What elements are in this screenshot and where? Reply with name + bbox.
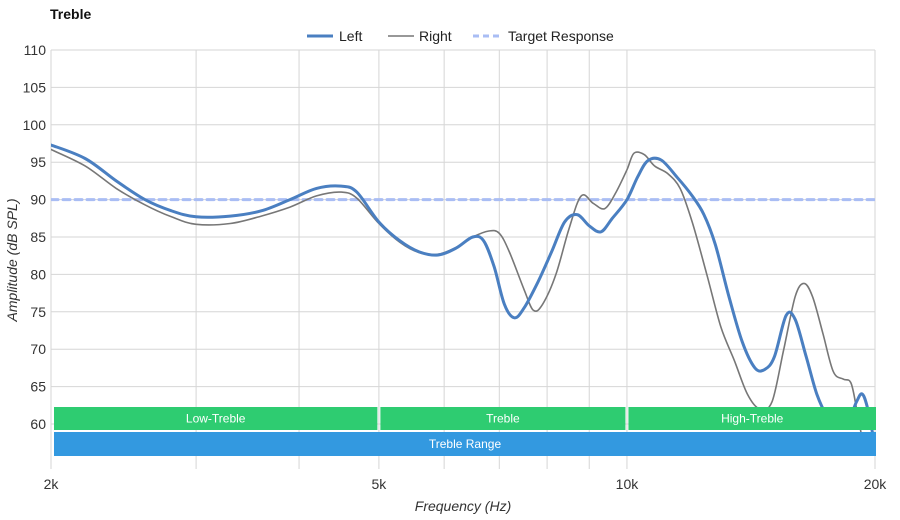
series-layer [51,143,875,456]
band-low-treble [54,407,378,430]
y-axis-ticks: 60 65 70 75 80 85 90 95 100 105 110 [23,42,47,432]
x-tick-label: 5k [372,476,388,492]
y-tick-label: 60 [30,416,46,432]
band-high-treble [628,407,876,430]
y-tick-label: 75 [30,304,46,320]
y-tick-label: 90 [30,192,46,208]
y-tick-label: 80 [30,266,46,282]
band-treble [380,407,626,430]
y-tick-label: 105 [23,79,47,95]
x-tick-label: 10k [616,476,640,492]
band-label: Treble [486,412,520,426]
y-tick-label: 70 [30,341,46,357]
series-line-right [51,148,867,456]
band-label: Treble Range [429,437,502,451]
y-tick-label: 65 [30,379,46,395]
legend: Left Right Target Response [307,28,614,44]
band-label: Low-Treble [186,412,246,426]
chart-title: Treble [50,6,91,22]
grid [50,49,876,469]
legend-label-target: Target Response [508,28,614,44]
x-tick-label: 2k [44,476,60,492]
y-tick-label: 110 [24,42,47,58]
legend-label-right: Right [419,28,452,44]
x-axis-ticks: 2k 5k 10k 20k [44,476,888,492]
legend-label-left: Left [339,28,362,44]
series-line-left [51,143,875,448]
y-axis-label: Amplitude (dB SPL) [4,199,20,323]
band-label: High-Treble [721,412,784,426]
x-tick-label: 20k [864,476,888,492]
y-tick-label: 95 [30,154,46,170]
band-treble-range [54,432,876,456]
x-axis-label: Frequency (Hz) [415,498,511,514]
frequency-bands: Low-Treble Treble High-Treble Treble Range [54,407,876,456]
y-tick-label: 100 [23,117,47,133]
y-tick-label: 85 [30,229,46,245]
